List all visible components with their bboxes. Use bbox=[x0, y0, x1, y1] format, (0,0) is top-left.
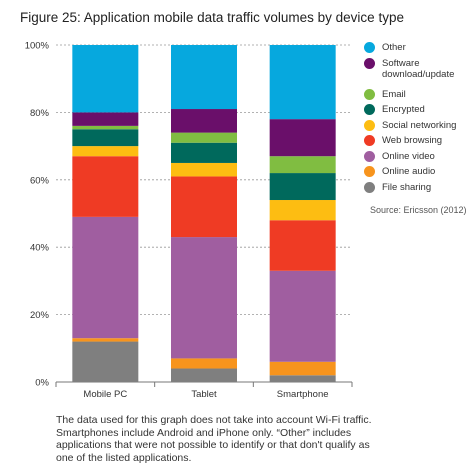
bar-segment bbox=[269, 270, 336, 362]
x-tick-label: Smartphone bbox=[277, 389, 329, 400]
chart-title: Figure 25: Application mobile data traff… bbox=[20, 10, 404, 25]
legend-item: Social networking bbox=[364, 119, 471, 131]
legend-item: Online video bbox=[364, 150, 471, 162]
bar-segment bbox=[171, 176, 237, 238]
bar-segment bbox=[72, 146, 139, 157]
legend-item: File sharing bbox=[364, 181, 471, 193]
bar-segment bbox=[171, 162, 237, 177]
x-tick-label: Tablet bbox=[191, 389, 217, 400]
legend-item: Encrypted bbox=[364, 104, 471, 115]
bar-segment bbox=[269, 119, 336, 157]
bar-segment bbox=[171, 109, 237, 133]
legend-item: Email bbox=[364, 88, 471, 100]
bar-segment bbox=[171, 237, 237, 359]
bar-segment bbox=[72, 129, 139, 147]
bar-segment bbox=[72, 338, 139, 342]
bar-segment bbox=[269, 375, 336, 382]
legend-label: Social networking bbox=[382, 119, 457, 131]
y-tick-label: 0% bbox=[35, 378, 49, 389]
legend-label: File sharing bbox=[382, 181, 432, 193]
legend-swatch bbox=[364, 104, 375, 115]
bar-segment bbox=[269, 156, 336, 174]
y-tick-label: 80% bbox=[30, 108, 50, 119]
legend-swatch bbox=[364, 181, 375, 193]
legend-swatch bbox=[364, 88, 375, 100]
bar-segment bbox=[72, 45, 139, 113]
bar-segment bbox=[269, 361, 336, 376]
legend-item: Web browsing bbox=[364, 135, 471, 146]
bar-segment bbox=[171, 142, 237, 163]
bar-segment bbox=[72, 341, 139, 382]
bar-segment bbox=[269, 200, 336, 221]
bar-segment bbox=[269, 220, 336, 271]
bar-segment bbox=[171, 45, 237, 110]
legend-swatch bbox=[364, 166, 375, 177]
legend-swatch bbox=[364, 150, 375, 162]
legend-swatch bbox=[364, 119, 375, 131]
legend-swatch bbox=[364, 135, 375, 146]
bar-segment bbox=[171, 368, 237, 382]
y-tick-label: 60% bbox=[30, 175, 50, 186]
bar-segment bbox=[171, 132, 237, 143]
legend-label: Email bbox=[382, 88, 406, 100]
legend-label: Online audio bbox=[382, 166, 436, 177]
y-tick-label: 20% bbox=[30, 310, 50, 321]
bar-segment bbox=[171, 358, 237, 369]
bar-segment bbox=[72, 125, 139, 130]
legend-item: Online audio bbox=[364, 166, 471, 177]
y-tick-label: 100% bbox=[25, 41, 50, 52]
legend-item: Other bbox=[364, 42, 471, 53]
legend-swatch bbox=[364, 42, 375, 53]
bar-segment bbox=[72, 216, 139, 339]
bar-segment bbox=[269, 45, 336, 120]
stacked-bar-chart: 0% 20% 40% 60% 80% 100% Mobile PC Tablet Smartph… bbox=[25, 41, 353, 400]
bar-segment bbox=[269, 173, 336, 201]
legend-swatch bbox=[364, 57, 375, 69]
bar-segment bbox=[72, 112, 139, 126]
legend-label: Web browsing bbox=[382, 135, 443, 146]
source-note: Source: Ericsson (2012) bbox=[370, 205, 467, 215]
bar-segment bbox=[72, 156, 139, 217]
legend-item: Software download/update bbox=[364, 57, 471, 80]
legend-label: Online video bbox=[382, 150, 435, 162]
footnote: The data used for this graph does not ta… bbox=[56, 414, 372, 464]
legend-label: Other bbox=[382, 42, 406, 53]
legend-label: Encrypted bbox=[382, 104, 425, 115]
legend-label: Software download/update bbox=[382, 57, 455, 80]
y-tick-label: 40% bbox=[30, 243, 50, 254]
x-tick-label: Mobile PC bbox=[83, 389, 127, 400]
